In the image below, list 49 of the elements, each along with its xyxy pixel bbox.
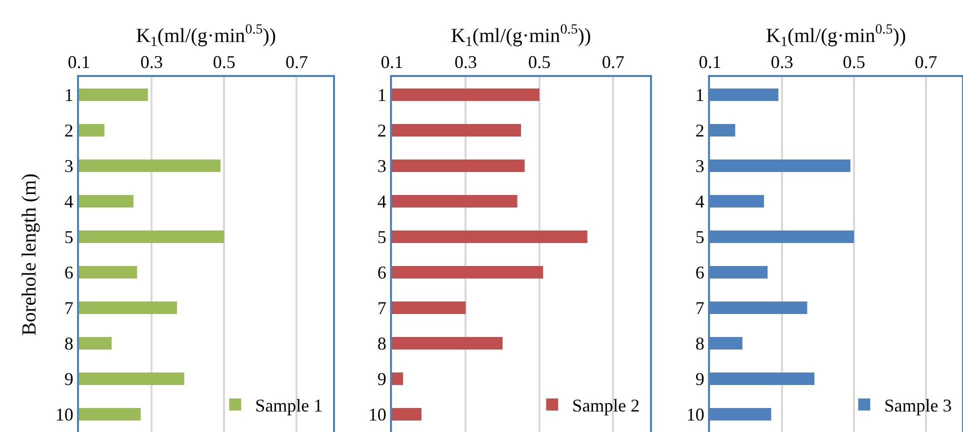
x-axis-title: K$_{1}$(ml/(g·min$^{0.5}$))	[766, 22, 906, 50]
y-tick-label: 4	[695, 192, 704, 212]
x-tick-label: 0.1	[68, 52, 90, 72]
x-tick-label: 0.7	[602, 52, 624, 72]
y-tick-label: 1	[695, 85, 704, 106]
y-tick-label: 10	[686, 404, 704, 425]
x-tick-label: 0.1	[380, 52, 404, 72]
y-tick-label: 9	[64, 369, 74, 390]
y-tick-label: 5	[377, 227, 386, 248]
y-tick-label: 6	[377, 262, 386, 283]
y-tick-label: 8	[377, 334, 386, 354]
y-tick-label: 8	[64, 334, 74, 354]
x-tick-label: 0.5	[842, 52, 866, 72]
y-tick-label: 7	[695, 298, 704, 318]
y-tick-label: 8	[695, 334, 704, 354]
x-tick-label: 0.5	[528, 52, 551, 72]
y-tick-label: 3	[64, 156, 74, 176]
y-tick-label: 1	[377, 85, 386, 106]
y-tick-label: 7	[64, 298, 74, 318]
y-tick-label: 5	[695, 227, 704, 248]
y-tick-label: 10	[368, 404, 386, 425]
y-tick-label: 1	[64, 85, 74, 106]
x-tick-label: 0.7	[914, 52, 938, 72]
y-axis-title: Borehole length (m)	[18, 173, 40, 336]
y-tick-label: 6	[64, 262, 74, 283]
x-tick-label: 0.5	[212, 52, 236, 72]
y-tick-label: 9	[695, 369, 704, 390]
y-tick-label: 2	[64, 120, 74, 141]
x-tick-label: 0.1	[698, 52, 722, 72]
y-tick-label: 3	[695, 156, 704, 176]
y-tick-label: 4	[377, 192, 386, 212]
x-axis-title: K$_{1}$(ml/(g·min$^{0.5}$))	[450, 22, 592, 50]
y-tick-label: 9	[377, 369, 386, 390]
x-tick-label: 0.3	[454, 52, 477, 72]
y-tick-label: 2	[695, 120, 704, 141]
legend-label: Sample 2	[572, 396, 640, 416]
x-tick-label: 0.3	[140, 52, 163, 72]
y-tick-label: 2	[377, 120, 386, 141]
y-tick-label: 10	[55, 404, 74, 425]
legend-label: Sample 3	[884, 396, 952, 416]
x-tick-label: 0.3	[770, 52, 794, 72]
y-tick-label: 6	[695, 262, 704, 283]
y-tick-label: 5	[64, 227, 74, 248]
x-tick-label: 0.7	[285, 52, 308, 72]
x-axis-title: K$_{1}$(ml/(g·min$^{0.5}$))	[136, 22, 276, 50]
y-tick-label: 3	[377, 156, 386, 176]
y-tick-label: 4	[64, 192, 74, 212]
y-tick-label: 7	[377, 298, 386, 318]
legend-label: Sample 1	[255, 396, 323, 416]
